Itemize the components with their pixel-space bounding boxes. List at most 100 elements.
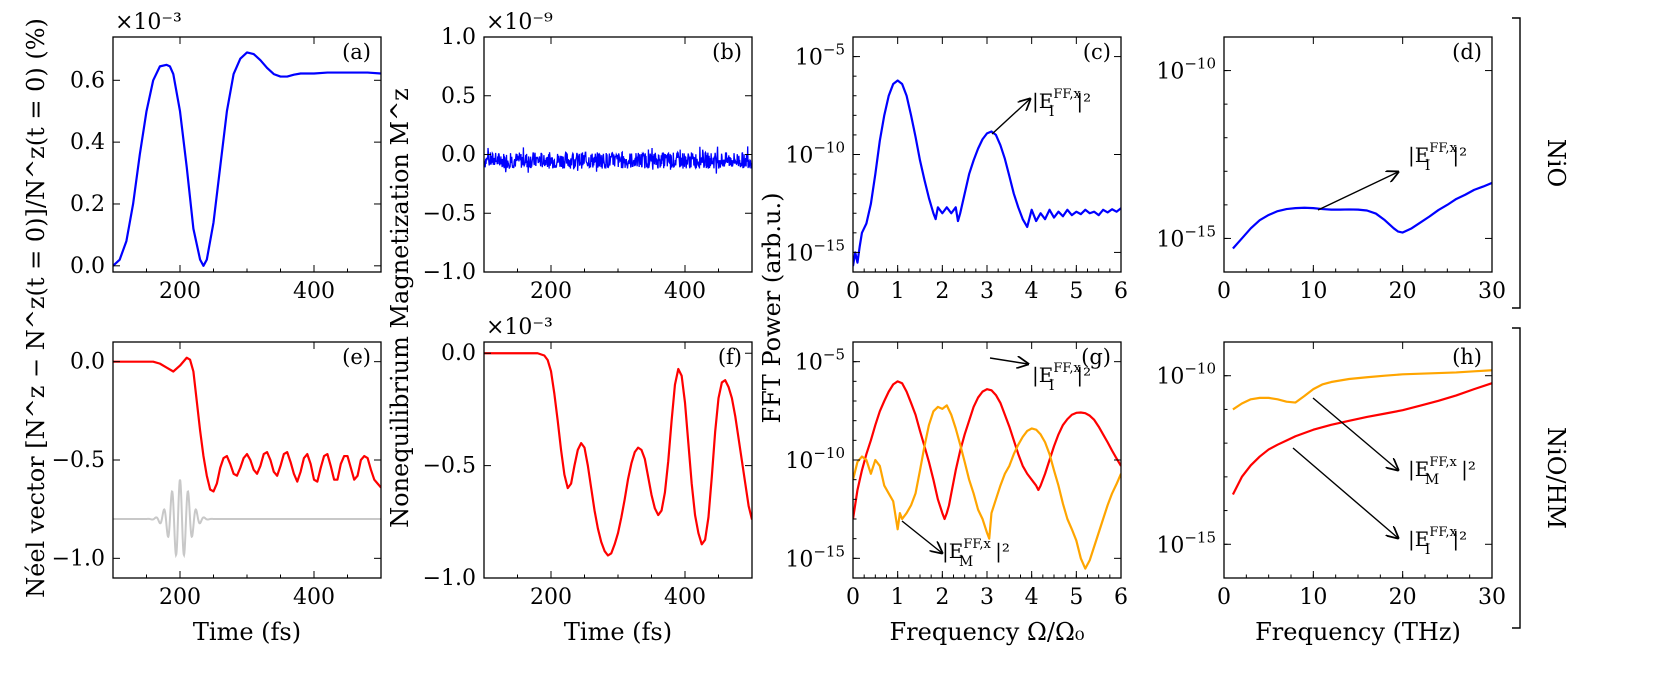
series-line-0 (1232, 369, 1492, 411)
x-tick-label: 0 (1217, 279, 1231, 304)
x-axis-title-h: Frequency (THz) (1255, 618, 1461, 646)
y-tick-label: −1.0 (423, 566, 476, 591)
y-tick-label: 0.0 (70, 254, 105, 279)
x-tick-label: 30 (1478, 585, 1506, 610)
x-tick-label: 2 (935, 585, 949, 610)
x-axis-title-g: Frequency Ω/Ω₀ (890, 618, 1085, 646)
bracket-nio: NiO (1512, 17, 1570, 309)
x-tick-label: 200 (530, 279, 572, 304)
bracket-label: NiO (1542, 139, 1570, 187)
y-tick-label: 0.0 (441, 143, 476, 168)
y-axis-title-fft: FFT Power (arb.u.) (758, 193, 786, 424)
x-tick-label: 6 (1114, 279, 1128, 304)
y-tick-label: 0.5 (441, 84, 476, 109)
annotation-d-0: |EFF,x I |² (1317, 141, 1467, 211)
x-axis-title-f: Time (fs) (564, 618, 672, 646)
x-tick-label: 30 (1478, 279, 1506, 304)
panel-label: (h) (1452, 345, 1482, 369)
y-tick-label: 10−10 (785, 444, 845, 474)
x-tick-label: 200 (530, 585, 572, 610)
x-tick-label: 20 (1389, 279, 1417, 304)
y-axis-title-magnetization: Nonequilibrium Magnetization M^z (386, 88, 414, 528)
bracket-nio-hm: NiO/HM (1512, 327, 1570, 629)
panel-d: 0 10 20 30 10−10 10−15 (d) (1156, 36, 1506, 304)
x-tick-label: 20 (1389, 585, 1417, 610)
panel-label: (b) (712, 40, 742, 64)
series-line-0 (853, 79, 1121, 267)
series-line-1 (853, 404, 1121, 570)
y-tick-label: 10−15 (785, 236, 845, 266)
y-tick-label: −0.5 (423, 454, 476, 479)
panel-a: 200 400 0.0 0.2 0.4 0.6 ×10⁻³ (a) (70, 10, 382, 304)
annotation-label: |EFF,x I |² (1408, 525, 1467, 558)
annotation-h-0: |EFF,x M |² (1312, 397, 1476, 488)
y-tick-label: 0.2 (70, 192, 105, 217)
axes-frame (483, 341, 753, 579)
panel-label: (d) (1452, 40, 1482, 64)
annotation-arrow (901, 520, 942, 553)
x-tick-label: 10 (1299, 279, 1327, 304)
y-tick-label: 10−15 (1156, 222, 1216, 252)
y-tick-label: 0.0 (70, 350, 105, 375)
panel-label: (f) (718, 345, 742, 369)
bracket-label: NiO/HM (1542, 427, 1570, 529)
x-tick-label: 1 (891, 279, 905, 304)
annotation-arrow (1317, 172, 1398, 211)
noise-series-line (484, 146, 752, 174)
x-tick-label: 1 (891, 585, 905, 610)
y-tick-label: −1.0 (52, 546, 105, 571)
y-tick-label: 0.6 (70, 68, 105, 93)
axis-multiplier: ×10⁻⁹ (486, 10, 553, 35)
x-tick-label: 2 (935, 279, 949, 304)
y-tick-label: 0.0 (441, 341, 476, 366)
y-tick-label: −0.5 (52, 448, 105, 473)
y-tick-label: 10−10 (785, 139, 845, 169)
y-tick-label: 10−5 (795, 41, 845, 71)
pulse-line (113, 479, 381, 559)
x-tick-label: 400 (293, 279, 335, 304)
panel-label: (c) (1083, 40, 1111, 64)
axes-frame (852, 36, 1122, 273)
annotation-h-1: |EFF,x I |² (1292, 447, 1467, 558)
axis-multiplier: ×10⁻³ (115, 10, 182, 35)
x-tick-label: 3 (980, 585, 994, 610)
annotation-g-0: |EFF,x I |² (989, 358, 1091, 394)
series-line-0 (484, 352, 752, 557)
y-tick-label: 10−10 (1156, 360, 1216, 390)
y-tick-label: 0.4 (70, 130, 105, 155)
y-tick-label: 10−10 (1156, 55, 1216, 85)
y-tick-label: 1.0 (441, 25, 476, 50)
axis-multiplier: ×10⁻³ (486, 315, 553, 340)
annotation-arrow (989, 358, 1028, 364)
x-tick-label: 6 (1114, 585, 1128, 610)
annotation-arrow (1312, 397, 1398, 470)
annotation-arrow (1292, 447, 1398, 538)
panel-f: 200 400 −1.0 −0.5 0.0 ×10⁻³ (f) (423, 315, 753, 610)
annotation-g-1: |EFF,x M |² (901, 520, 1010, 570)
y-axis-title-neel: Néel vector [N^z − N^z(t = 0)]/N^z(t = 0… (22, 18, 50, 598)
panel-e: 200 400 −1.0 −0.5 0.0 (e) (52, 341, 382, 610)
x-tick-label: 4 (1025, 279, 1039, 304)
x-tick-label: 400 (664, 585, 706, 610)
annotation-c-0: |EFF,x I |² (991, 87, 1091, 135)
series-line-0 (113, 51, 381, 267)
x-axis-title-e: Time (fs) (193, 618, 301, 646)
series-line-1 (1231, 382, 1492, 495)
y-tick-label: −1.0 (423, 260, 476, 285)
axes-frame (112, 341, 382, 579)
y-tick-label: 10−15 (785, 542, 845, 572)
annotation-arrow (991, 99, 1030, 135)
x-tick-label: 5 (1069, 585, 1083, 610)
annotation-label: |EFF,x I |² (1032, 361, 1091, 394)
annotation-label: |EFF,x M |² (942, 537, 1010, 570)
panel-h: 0 10 20 30 10−10 10−15 (h) (1156, 341, 1506, 610)
x-tick-label: 3 (980, 279, 994, 304)
panel-g: 0 1 2 3 4 5 6 10−5 10−10 10−15 (g) (785, 341, 1128, 610)
annotation-label: |EFF,x I |² (1408, 141, 1467, 174)
x-tick-label: 0 (846, 585, 860, 610)
x-tick-label: 4 (1025, 585, 1039, 610)
x-tick-label: 400 (293, 585, 335, 610)
series-line-0 (1232, 181, 1492, 250)
annotation-label: |EFF,x M |² (1408, 455, 1476, 488)
